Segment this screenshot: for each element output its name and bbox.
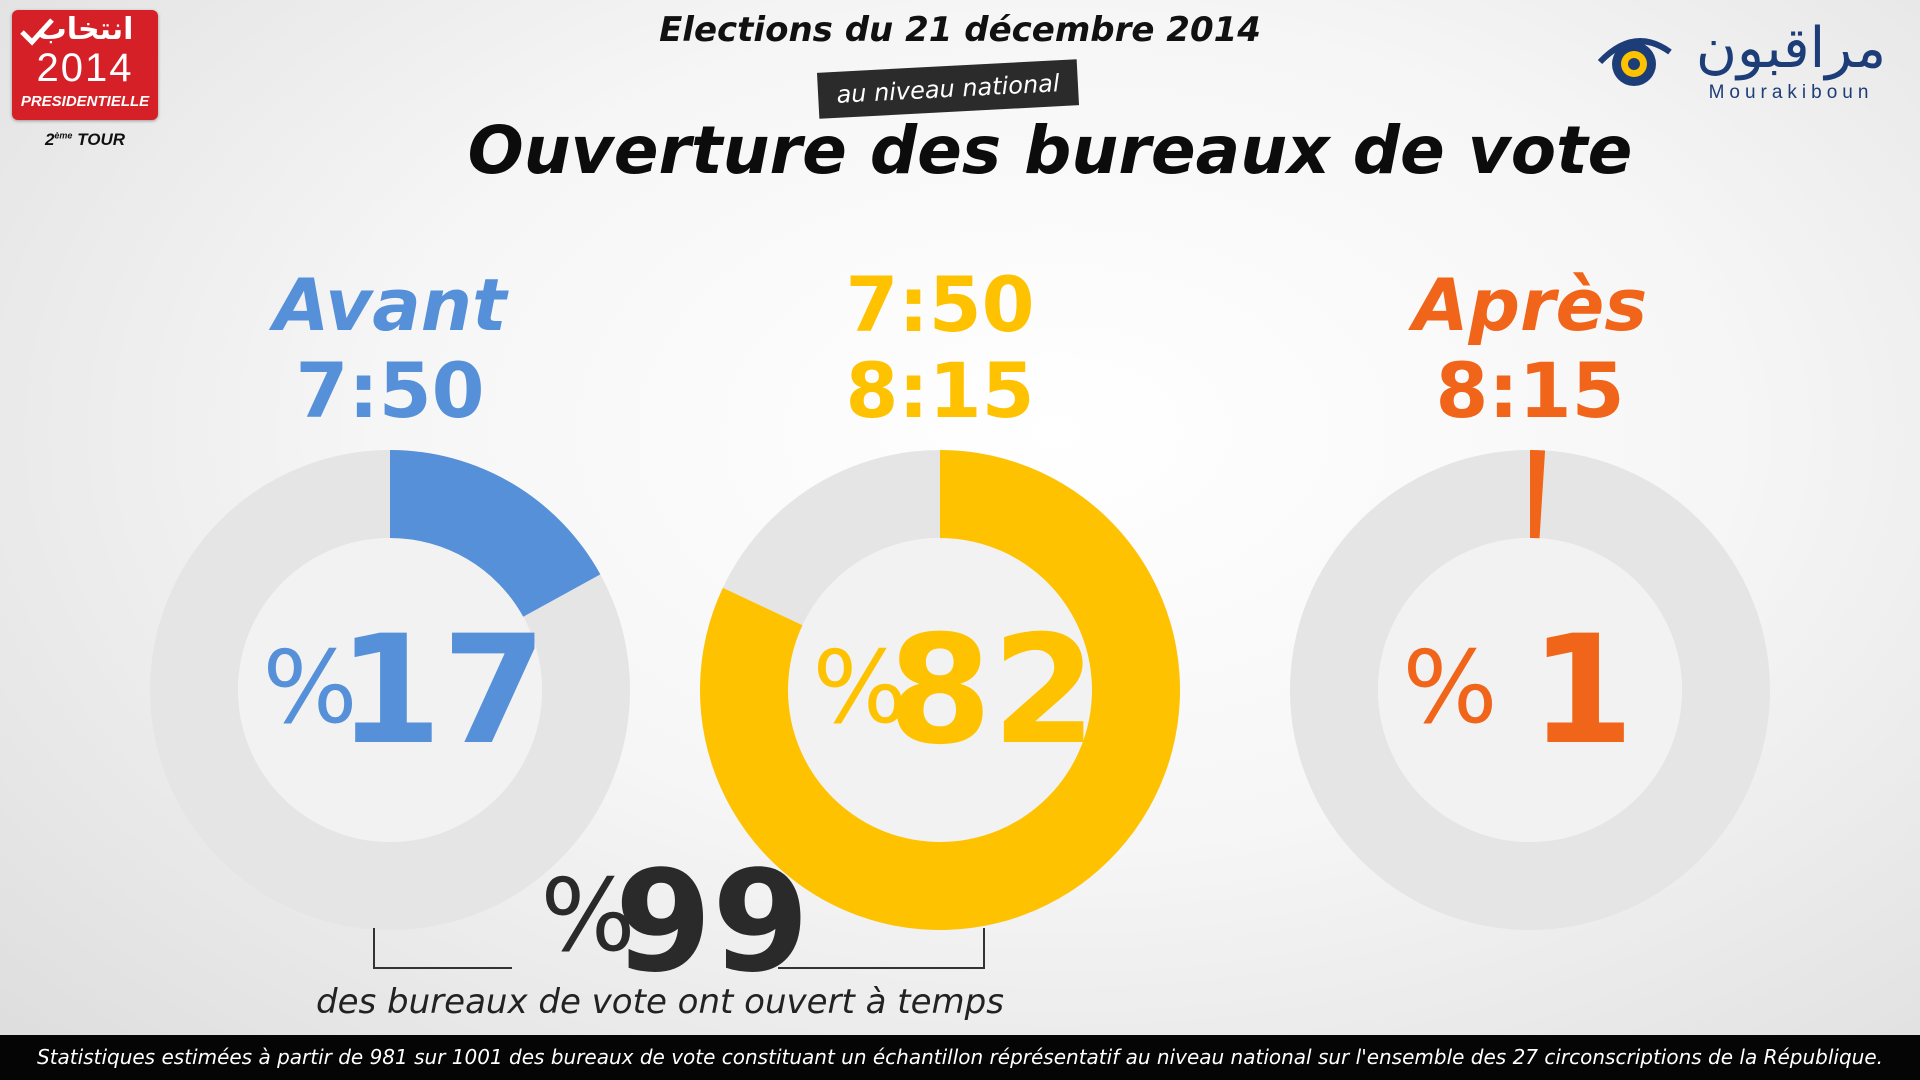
value-label-before: 17 [338,604,547,778]
summary-number: 99 [615,841,810,1004]
percent-symbol-between: % [812,629,907,746]
col-head-before-line2: 7:50 [295,346,485,435]
donut-slice-after [1530,450,1546,539]
election-logo-arabic: انتخاب [36,12,134,47]
value-label-between: 82 [888,604,1097,778]
round-word: TOUR [77,130,126,149]
col-head-between-line1: 7:50 [845,260,1035,349]
value-label-after: 1 [1530,604,1634,778]
percent-symbol-after: % [1402,629,1497,746]
checkmark-icon [20,18,54,46]
election-logo-badge [12,10,158,120]
election-date: Elections du 21 décembre 2014 [659,10,1261,50]
election-logo-round: 2ème TOUR [12,130,158,150]
donut-after: % 1 [1290,450,1770,930]
col-head-after-line1: Après [1412,263,1648,347]
mourakiboun-logo: مراقبون Mourakiboun [1594,16,1904,116]
donut-between: %82 [700,450,1181,931]
summary-percent-symbol: % [540,857,635,974]
donut-before: %17 [150,450,630,930]
col-head-after-line2: 8:15 [1435,346,1625,435]
election-logo-year: 2014 [36,46,134,90]
donut-slice-between [700,450,1181,931]
mourakiboun-arabic: مراقبون [1695,16,1887,81]
percent-symbol-before: % [262,629,357,746]
col-head-before-line1: Avant [273,263,507,347]
mourakiboun-latin: Mourakiboun [1708,82,1874,103]
eye-icon [1597,38,1672,86]
col-head-before: Avant 7:50 [230,262,550,434]
donut-hole-after [1378,538,1682,842]
col-head-between: 7:50 8:15 [780,262,1100,434]
summary-bracket [373,928,985,969]
donut-charts: %17 %82% 1 %99 [150,450,1770,1004]
col-head-between-line2: 8:15 [845,346,1035,435]
donut-hole-before [238,538,542,842]
election-logo-type: PRESIDENTIELLE [20,93,150,110]
page-title: Ouverture des bureaux de vote [467,112,1633,189]
donut-slice-before [390,450,601,617]
round-number: 2 [44,130,55,149]
footer-note: Statistiques estimées à partir de 981 su… [0,1035,1920,1080]
round-suffix: ème [54,130,73,141]
col-head-after: Après 8:15 [1370,262,1690,434]
summary-value: %99 [540,841,809,1004]
summary-caption: des bureaux de vote ont ouvert à temps [316,982,1004,1022]
election-logo: انتخاب 2014 PRESIDENTIELLE 2ème TOUR [12,10,158,149]
donut-hole-between [788,538,1092,842]
